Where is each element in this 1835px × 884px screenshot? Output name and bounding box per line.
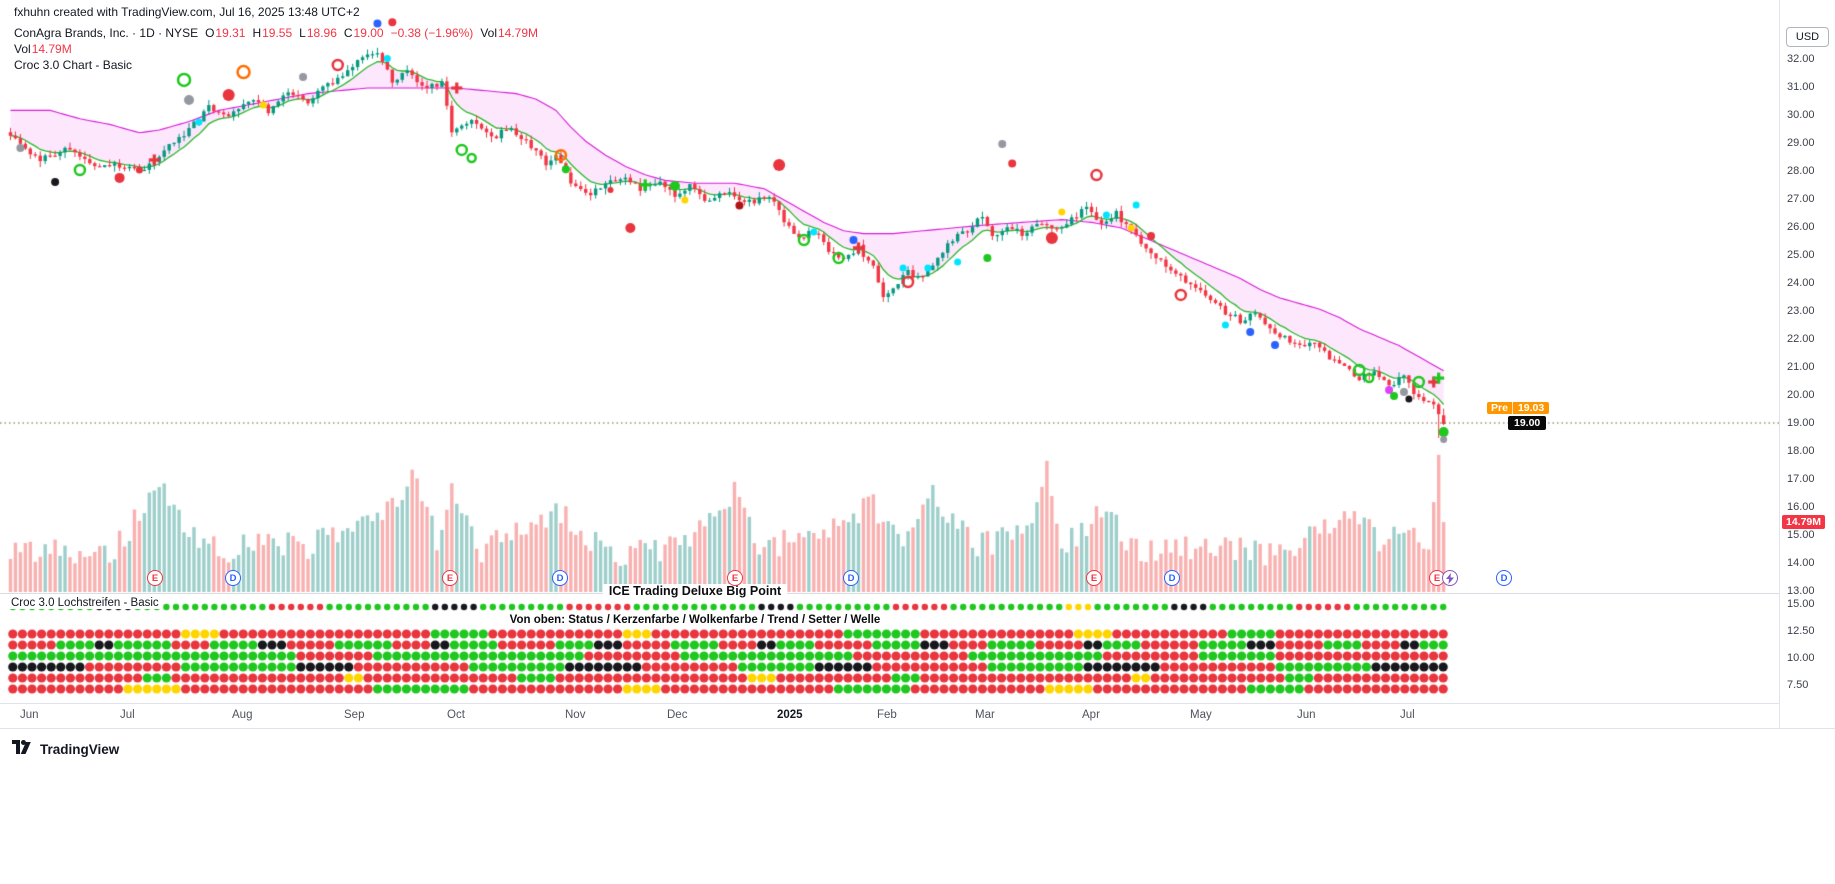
earnings-badge[interactable]: E bbox=[1086, 570, 1102, 586]
lower-pane-tick-label: 15.00 bbox=[1787, 598, 1815, 610]
time-tick-label: 2025 bbox=[777, 709, 803, 721]
dividend-badge[interactable]: D bbox=[225, 570, 241, 586]
time-tick-label: Jun bbox=[1297, 709, 1316, 721]
price-tick-label: 17.00 bbox=[1787, 473, 1815, 485]
caption-big-point: ICE Trading Deluxe Big Point bbox=[0, 584, 1390, 598]
price-tick-label: 24.00 bbox=[1787, 277, 1815, 289]
price-tick-label: 29.00 bbox=[1787, 137, 1815, 149]
dividend-badge[interactable]: D bbox=[1164, 570, 1180, 586]
price-tick-label: 14.00 bbox=[1787, 557, 1815, 569]
symbol-title[interactable]: ConAgra Brands, Inc. · 1D · NYSE bbox=[14, 26, 199, 40]
premarket-price-label: Pre 19.03 bbox=[1487, 402, 1550, 414]
volume-axis-label: 14.79M bbox=[1782, 515, 1826, 529]
time-tick-label: Jun bbox=[20, 709, 39, 721]
dividend-badge[interactable]: D bbox=[552, 570, 568, 586]
time-tick-label: Feb bbox=[877, 709, 897, 721]
time-tick-label: Mar bbox=[975, 709, 995, 721]
earnings-badge[interactable]: E bbox=[727, 570, 743, 586]
earnings-badge[interactable]: E bbox=[147, 570, 163, 586]
indicator-legend[interactable]: Croc 3.0 Chart - Basic bbox=[14, 58, 132, 72]
ohlc-high: H19.55 bbox=[252, 26, 293, 40]
dividend-badge[interactable]: D bbox=[1496, 570, 1512, 586]
lower-pane-title[interactable]: Croc 3.0 Lochstreifen - Basic bbox=[8, 597, 162, 609]
caption-row-legend: Von oben: Status / Kerzenfarbe / Wolkenf… bbox=[0, 614, 1390, 626]
change-value: −0.38 (−1.96%) bbox=[390, 26, 474, 40]
lower-pane-tick-label: 7.50 bbox=[1787, 679, 1809, 691]
time-tick-label: Sep bbox=[344, 709, 365, 721]
price-tick-label: 13.00 bbox=[1787, 585, 1815, 597]
price-tick-label: 25.00 bbox=[1787, 249, 1815, 261]
tradingview-logo[interactable] bbox=[12, 740, 33, 759]
ohlc-close: C19.00 bbox=[343, 26, 384, 40]
price-tick-label: 22.00 bbox=[1787, 333, 1815, 345]
price-tick-label: 31.00 bbox=[1787, 81, 1815, 93]
volume-inline: Vol14.79M bbox=[480, 26, 539, 40]
price-tick-label: 15.00 bbox=[1787, 529, 1815, 541]
time-tick-label: Apr bbox=[1082, 709, 1100, 721]
price-tick-label: 27.00 bbox=[1787, 193, 1815, 205]
alert-badge[interactable] bbox=[1442, 570, 1458, 586]
volume-legend[interactable]: Vol14.79M bbox=[14, 42, 72, 56]
time-tick-label: Nov bbox=[565, 709, 586, 721]
brand-name[interactable]: TradingView bbox=[40, 742, 120, 757]
time-tick-label: May bbox=[1190, 709, 1212, 721]
lower-pane-tick-label: 10.00 bbox=[1787, 652, 1815, 664]
attribution-text: fxhuhn created with TradingView.com, Jul… bbox=[14, 5, 360, 19]
indicator-title[interactable]: Croc 3.0 Chart - Basic bbox=[14, 58, 133, 72]
price-tick-label: 28.00 bbox=[1787, 165, 1815, 177]
time-tick-label: Oct bbox=[447, 709, 465, 721]
price-tick-label: 19.00 bbox=[1787, 417, 1815, 429]
time-scale[interactable]: Jun Jul Aug Sep Oct Nov Dec 2025 Feb Mar Apr May Jun… bbox=[0, 703, 1835, 728]
price-tick-label: 30.00 bbox=[1787, 109, 1815, 121]
price-tick-label: 26.00 bbox=[1787, 221, 1815, 233]
price-tick-label: 23.00 bbox=[1787, 305, 1815, 317]
time-tick-label: Dec bbox=[667, 709, 688, 721]
pane-separator[interactable] bbox=[0, 593, 1779, 594]
symbol-legend[interactable]: ConAgra Brands, Inc. · 1D · NYSE O19.31 … bbox=[14, 26, 538, 40]
time-tick-label: Jul bbox=[1400, 709, 1415, 721]
price-tick-label: 20.00 bbox=[1787, 389, 1815, 401]
footer-separator bbox=[0, 728, 1835, 729]
time-tick-label: Aug bbox=[232, 709, 253, 721]
last-price-label: 19.00 bbox=[1508, 416, 1547, 430]
ohlc-open: O19.31 bbox=[205, 26, 246, 40]
price-scale[interactable]: USD 14.79M 32.00 31.00 30.00 29.00 28.00 27.0… bbox=[1779, 0, 1835, 728]
price-tick-label: 32.00 bbox=[1787, 53, 1815, 65]
footer: TradingView bbox=[12, 740, 119, 759]
earnings-badge[interactable]: E bbox=[442, 570, 458, 586]
time-tick-label: Jul bbox=[120, 709, 135, 721]
ohlc-low: L18.96 bbox=[299, 26, 337, 40]
price-tick-label: 21.00 bbox=[1787, 361, 1815, 373]
price-tick-label: 18.00 bbox=[1787, 445, 1815, 457]
currency-box[interactable]: USD bbox=[1786, 27, 1829, 47]
volume-row: Vol14.79M bbox=[14, 42, 72, 56]
dividend-badge[interactable]: D bbox=[843, 570, 859, 586]
lower-pane-tick-label: 12.50 bbox=[1787, 625, 1815, 637]
price-tick-label: 16.00 bbox=[1787, 501, 1815, 513]
